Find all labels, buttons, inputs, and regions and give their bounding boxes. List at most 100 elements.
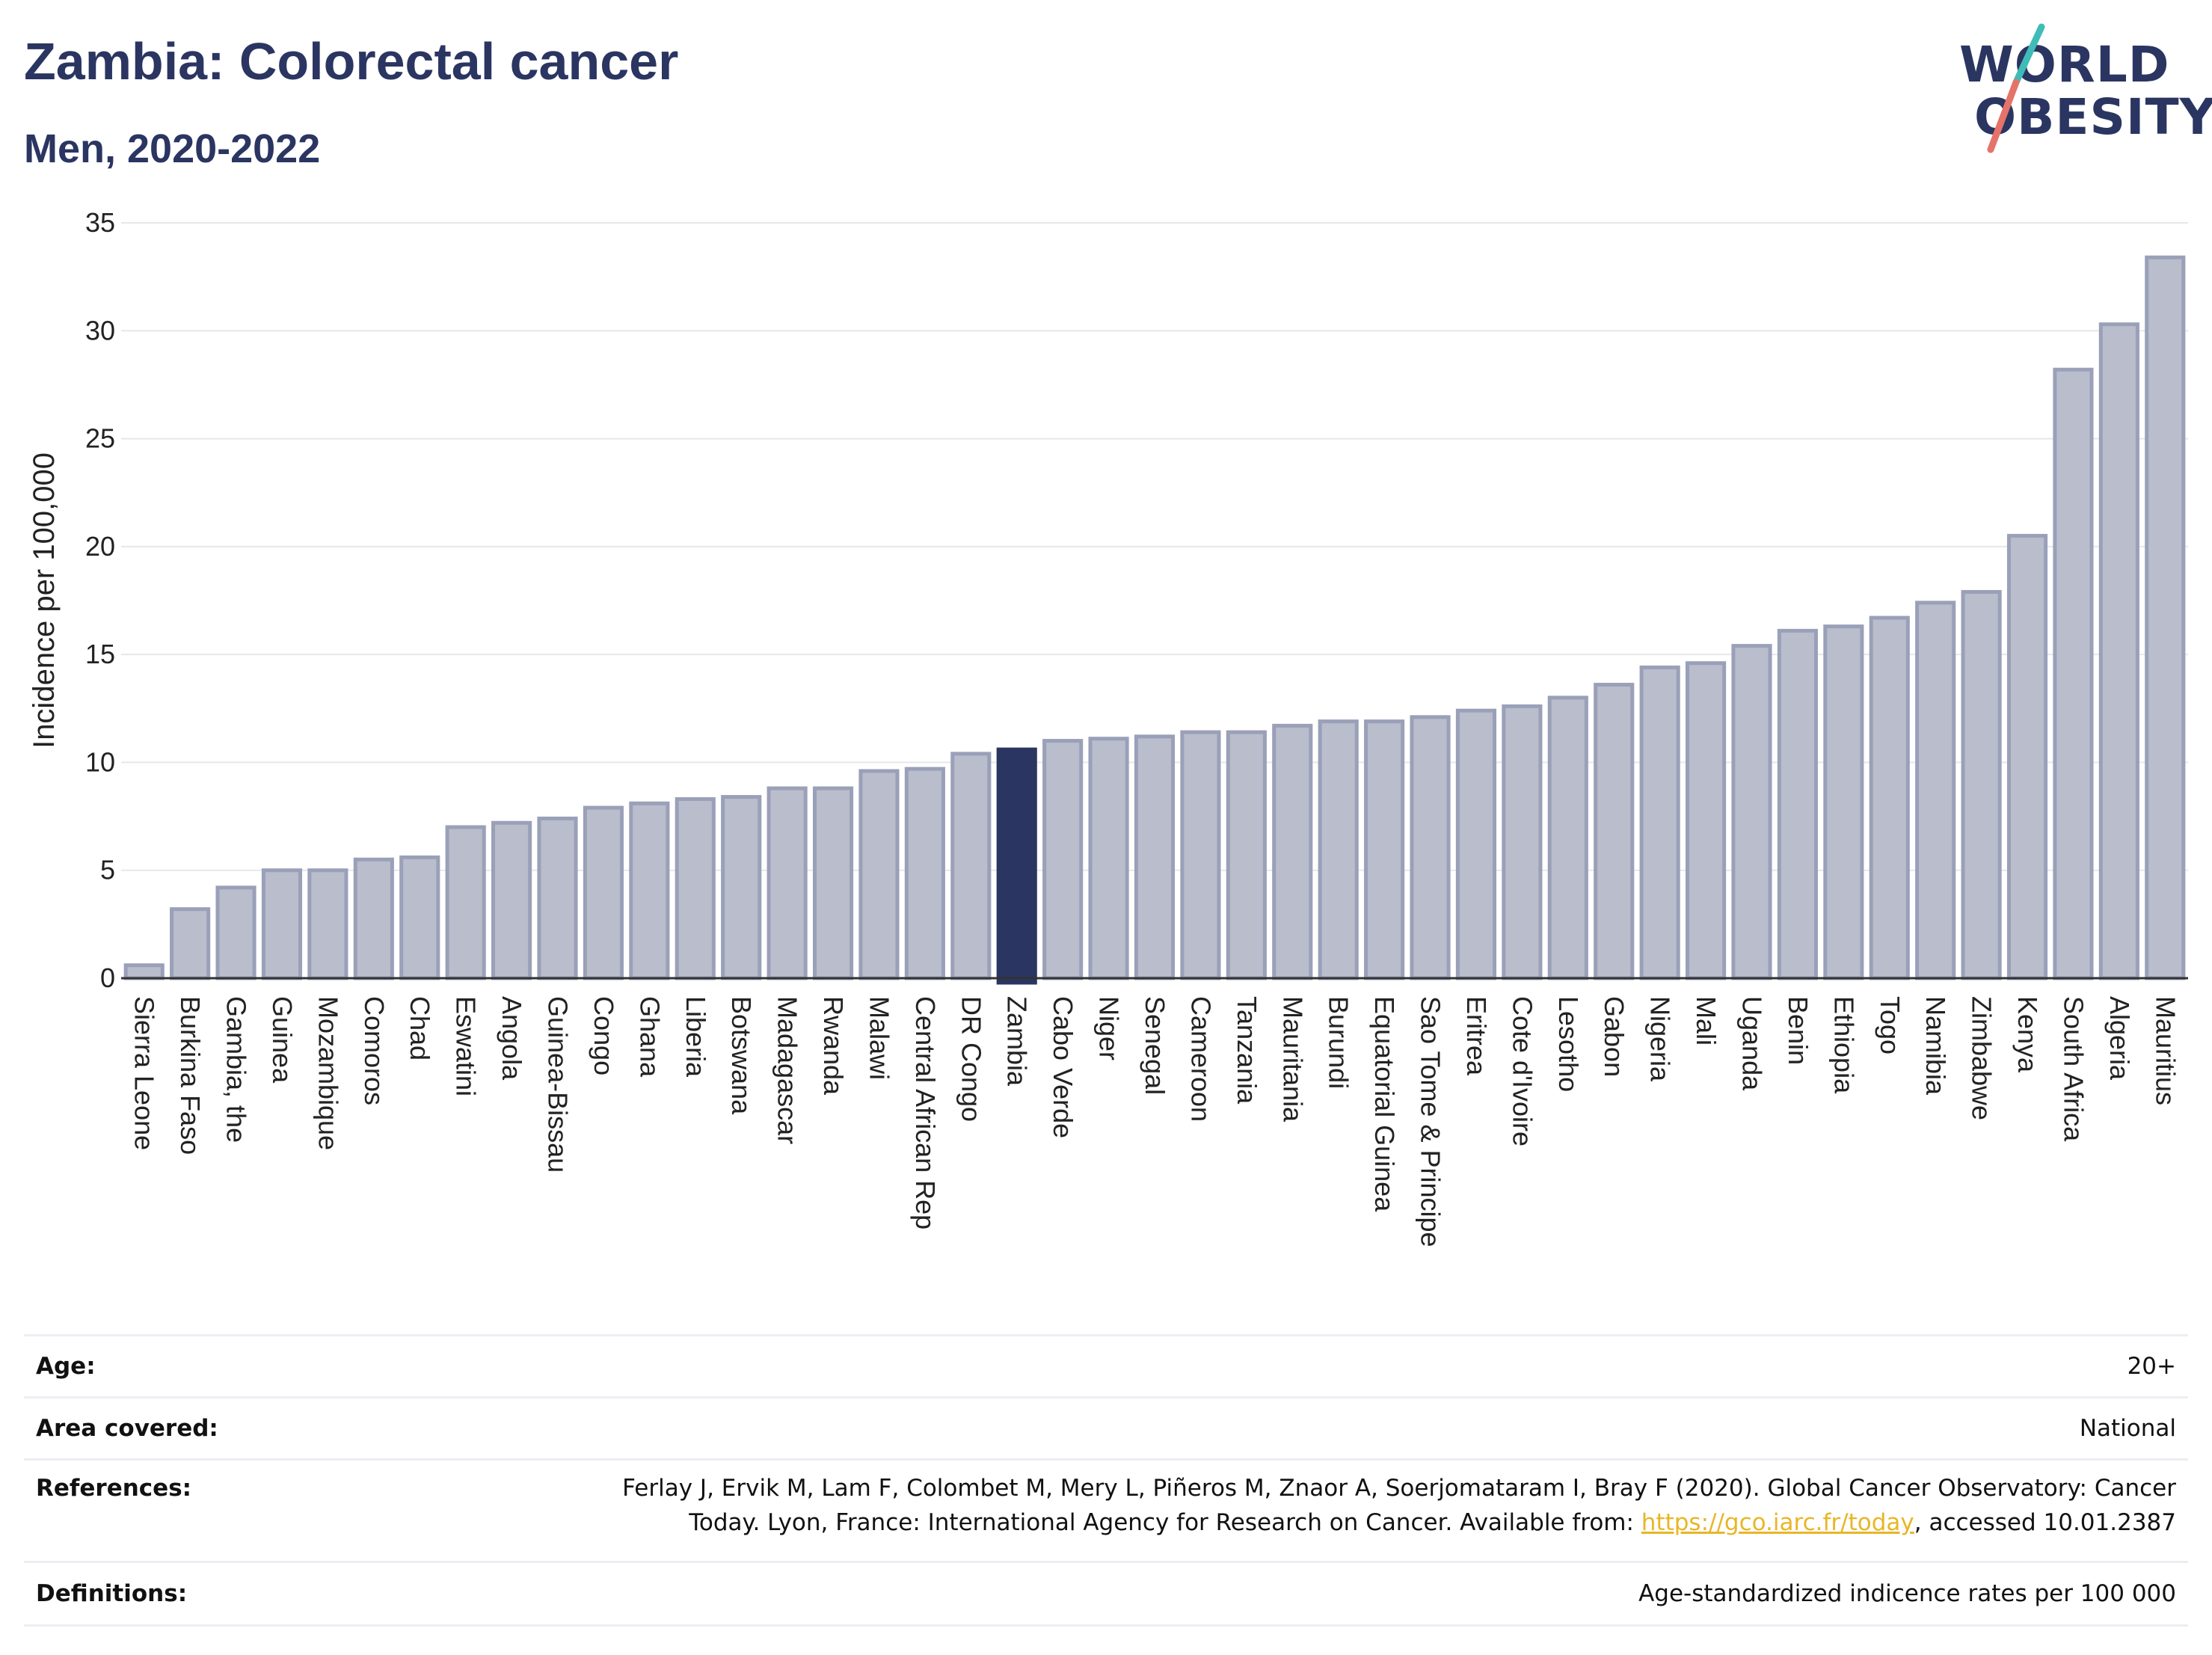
x-tick-label: Sao Tome & Principe [1416,996,1446,1247]
definitions-value: Age-standardized indicence rates per 100… [1638,1580,2176,1607]
references-line1: Ferlay J, Ervik M, Lam F, Colombet M, Me… [622,1475,2176,1502]
x-tick-label: DR Congo [956,996,986,1122]
bar-cameroon [1180,730,1221,980]
bar-uganda [1731,644,1772,980]
x-tick-label: Eswatini [451,996,482,1096]
logo-line1: WORLD [1959,36,2170,93]
x-tick-label: Niger [1094,996,1125,1060]
chart-subtitle: Men, 2020-2022 [24,126,321,171]
bar-angola [491,820,532,980]
x-tick-label: Guinea [267,996,298,1084]
x-tick-label: Sierra Leone [129,996,160,1150]
x-tick-label: Senegal [1140,996,1170,1095]
y-tick-label: 30 [85,315,115,346]
bar-gabon [1594,683,1635,980]
bar-congo [583,805,624,980]
area-label: Area covered: [36,1415,218,1442]
definitions-label: Definitions: [36,1580,188,1607]
y-axis-label: Incidence per 100,000 [28,452,61,749]
bar-eritrea [1455,708,1497,980]
y-tick-label: 15 [85,639,115,669]
bar-eswatini [445,825,486,980]
x-tick-label: Uganda [1736,996,1767,1091]
x-tick-label: Zimbabwe [1967,996,1997,1120]
bar-chad [399,855,440,980]
x-tick-label: Benin [1783,996,1813,1065]
y-tick-label: 0 [100,962,115,993]
x-tick-label: Cote d'Ivoire [1507,996,1537,1146]
bar-nigeria [1639,665,1680,980]
x-tick-label: Congo [589,996,619,1075]
bar-liberia [675,796,716,980]
x-tick-label: Ghana [634,996,665,1078]
x-tick-label: Gambia, the [221,996,252,1143]
x-tick-label: Gabon [1599,996,1629,1077]
area-value: National [2079,1415,2176,1442]
bar-south-africa [2053,367,2094,980]
bar-dr-congo [950,752,992,980]
bar-niger [1088,737,1129,980]
references-label: References: [36,1475,192,1502]
y-tick-label: 25 [85,423,115,454]
bar-togo [1869,615,1910,980]
x-tick-label: Namibia [1920,996,1951,1096]
x-tick-label: Mozambique [313,996,343,1150]
x-tick-label: Comoros [359,996,390,1105]
chart-title: Zambia: Colorectal cancer [24,32,679,90]
bar-algeria [2098,322,2139,980]
x-tick-label: Tanzania [1232,996,1262,1105]
x-tick-label: Ethiopia [1828,996,1859,1094]
bar-botswana [721,795,762,980]
bar-mali [1685,661,1727,980]
x-tick-label: Chad [405,996,435,1060]
bar-lesotho [1547,696,1588,980]
y-tick-label: 5 [100,855,115,885]
bar-zimbabwe [1961,589,2002,980]
bar-sao-tome-principe [1410,715,1451,980]
x-tick-label: Burundi [1324,996,1354,1089]
world-obesity-logo: WORLD OBESITY [1952,22,2212,157]
age-label: Age: [36,1353,96,1380]
bar-guinea-bissau [537,816,578,980]
bar-burkina-faso [170,907,211,980]
age-value: 20+ [2127,1353,2176,1380]
references-link[interactable]: https://gco.iarc.fr/today [1641,1509,1914,1536]
info-row-area: Area covered: National [24,1396,2188,1458]
x-tick-label: Equatorial Guinea [1369,996,1400,1212]
x-tick-label: Nigeria [1645,996,1676,1082]
bar-ghana [629,801,670,980]
x-tick-label: Kenya [2012,996,2043,1073]
logo-slash-icon [1987,23,2045,153]
x-tick-label: Burkina Faso [175,996,206,1155]
bar-chart: 0 5 10 15 20 25 30 35 Incidence per 100,000 Sierr… [28,207,2188,1247]
x-tick-label: Algeria [2104,996,2135,1081]
x-tick-label: South Africa [2058,996,2089,1142]
x-tick-label: Mauritania [1277,996,1308,1123]
references-value: Ferlay J, Ervik M, Lam F, Colombet M, Me… [622,1471,2176,1540]
y-tick-label: 10 [85,746,115,777]
bar-namibia [1915,601,1956,980]
info-row-references: References: Ferlay J, Ervik M, Lam F, Co… [24,1458,2188,1561]
x-tick-label: Angola [497,996,527,1081]
bar-burundi [1318,719,1359,980]
x-tick-label: Malawi [864,996,894,1080]
x-tick-label: Cameroon [1185,996,1216,1122]
bar-mozambique [307,868,348,980]
bar-madagascar [766,786,808,980]
bar-mauritania [1272,723,1313,980]
logo-line2: OBESITY [1974,88,2212,146]
x-tick-label: Zambia [1002,996,1033,1087]
y-tick-label: 20 [85,531,115,562]
info-table: Age: 20+ Area covered: National Referenc… [24,1334,2188,1627]
bar-central-african-rep [904,767,945,980]
bar-kenya [2006,533,2048,980]
bar-comoros [353,857,394,980]
bar-zambia [996,747,1037,985]
x-tick-label: Botswana [726,996,757,1115]
info-row-definitions: Definitions: Age-standardized indicence … [24,1561,2188,1627]
bar-mauritius [2145,255,2186,980]
x-tick-label: Mali [1691,996,1721,1045]
x-tick-label: Eritrea [1461,996,1492,1076]
y-tick-label: 35 [85,207,115,238]
references-line2-post: , accessed 10.01.2387 [1914,1509,2176,1536]
